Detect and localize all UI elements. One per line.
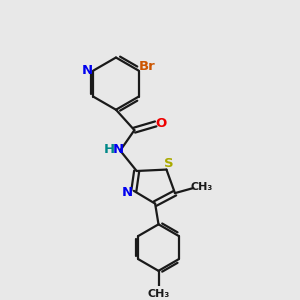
Text: S: S: [164, 157, 173, 170]
Text: N: N: [122, 186, 133, 199]
Text: CH₃: CH₃: [147, 289, 170, 298]
Text: Br: Br: [139, 60, 155, 73]
Text: N: N: [82, 64, 93, 77]
Text: O: O: [156, 117, 167, 130]
Text: H: H: [104, 143, 115, 156]
Text: CH₃: CH₃: [191, 182, 213, 192]
Text: N: N: [113, 143, 124, 156]
